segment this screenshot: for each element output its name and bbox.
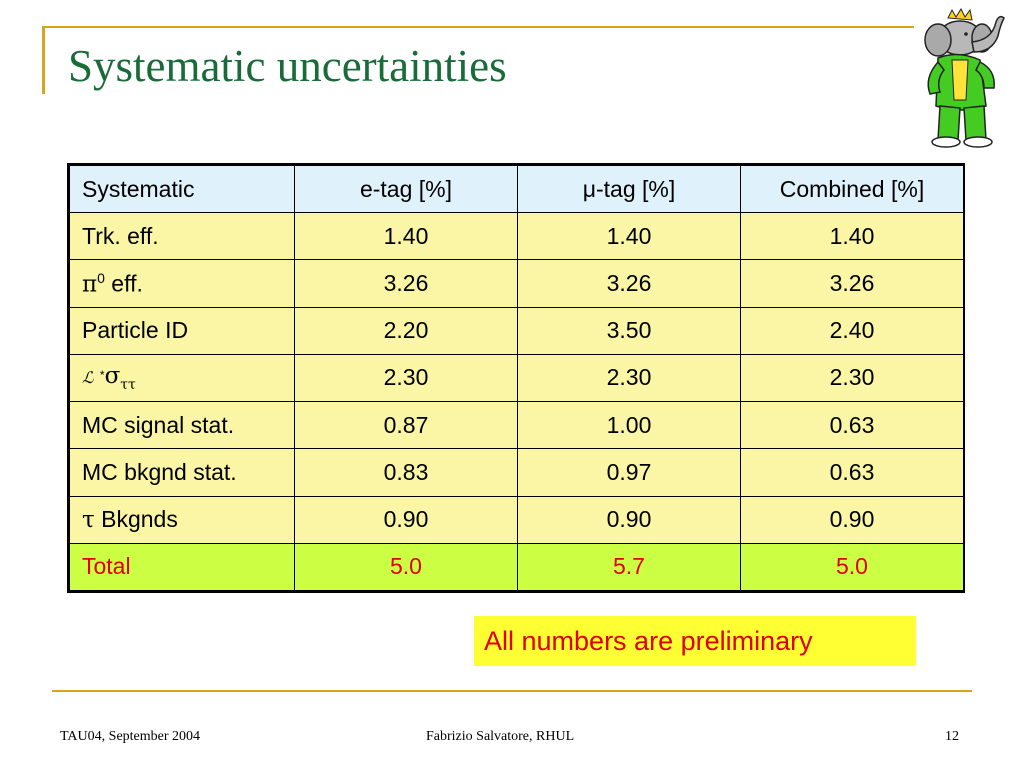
cell-e-tag: 0.83: [294, 448, 518, 497]
table-row: Trk. eff. 1.40 1.40 1.40: [69, 211, 964, 261]
header-systematic: Systematic: [69, 165, 295, 213]
header-e-tag: e-tag [%]: [294, 165, 518, 213]
cell-combined: 5.0: [740, 542, 964, 592]
cell-e-tag: 1.40: [294, 211, 518, 261]
cell-mu-tag: 2.30: [517, 353, 741, 403]
page-number: 12: [945, 729, 959, 744]
row-label-text: eff.: [104, 270, 143, 297]
table-row: Particle ID 2.20 3.50 2.40: [69, 306, 964, 355]
sigma-symbol: σ: [104, 363, 121, 390]
cell-combined: 0.63: [740, 448, 964, 497]
frame-left-rule: [42, 26, 45, 94]
table-row: MC signal stat. 0.87 1.00 0.63: [69, 400, 964, 450]
cell-e-tag: 2.30: [294, 353, 518, 403]
cell-combined: 2.30: [740, 353, 964, 403]
pi-symbol: π: [82, 271, 98, 298]
row-label: MC signal stat.: [69, 400, 295, 450]
table-header-row: Systematic e-tag [%] μ-tag [%] Combined …: [69, 165, 964, 213]
elephant-king-mascot-icon: [924, 8, 1005, 148]
systematics-table: Systematic e-tag [%] μ-tag [%] Combined …: [67, 163, 965, 593]
table-row-total: Total 5.0 5.7 5.0: [69, 542, 964, 592]
cell-e-tag: 0.90: [294, 495, 518, 544]
table-row: τ Bkgnds 0.90 0.90 0.90: [69, 495, 964, 544]
row-label: π0 eff.: [69, 259, 295, 308]
tau-symbol: τ: [82, 507, 95, 534]
row-label: MC bkgnd stat.: [69, 448, 295, 497]
cell-e-tag: 5.0: [294, 542, 518, 592]
cell-e-tag: 3.26: [294, 259, 518, 308]
cell-e-tag: 0.87: [294, 400, 518, 450]
cell-combined: 0.90: [740, 495, 964, 544]
header-combined: Combined [%]: [740, 165, 964, 213]
row-label: Trk. eff.: [69, 211, 295, 261]
footer-rule: [52, 690, 972, 692]
cell-combined: 2.40: [740, 306, 964, 355]
cell-mu-tag: 0.97: [517, 448, 741, 497]
row-label: ℒ *σττ: [69, 353, 295, 403]
cell-mu-tag: 3.50: [517, 306, 741, 355]
row-label: Particle ID: [69, 306, 295, 355]
cell-combined: 3.26: [740, 259, 964, 308]
cell-e-tag: 2.20: [294, 306, 518, 355]
header-mu-tag: μ-tag [%]: [517, 165, 741, 213]
cell-combined: 1.40: [740, 211, 964, 261]
luminosity-symbol: ℒ: [82, 368, 94, 388]
table-row: MC bkgnd stat. 0.83 0.97 0.63: [69, 448, 964, 497]
cell-mu-tag: 5.7: [517, 542, 741, 592]
cell-mu-tag: 1.40: [517, 211, 741, 261]
footer-center: Fabrizio Salvatore, RHUL: [426, 729, 575, 744]
cell-mu-tag: 1.00: [517, 400, 741, 450]
slide-title: Systematic uncertainties: [68, 41, 507, 91]
table-row: π0 eff. 3.26 3.26 3.26: [69, 259, 964, 308]
footer-left: TAU04, September 2004: [60, 729, 201, 744]
cell-mu-tag: 3.26: [517, 259, 741, 308]
tau-tau-subscript: ττ: [120, 377, 136, 394]
cell-combined: 0.63: [740, 400, 964, 450]
table-row: ℒ *σττ 2.30 2.30 2.30: [69, 353, 964, 403]
row-label-text: Bkgnds: [94, 506, 178, 533]
frame-top-rule: [42, 26, 914, 28]
pi-superscript: 0: [97, 269, 105, 286]
times-star: *: [99, 368, 105, 383]
row-label: τ Bkgnds: [69, 495, 295, 544]
row-label: Total: [69, 542, 295, 592]
cell-mu-tag: 0.90: [517, 495, 741, 544]
preliminary-note: All numbers are preliminary: [474, 616, 916, 666]
